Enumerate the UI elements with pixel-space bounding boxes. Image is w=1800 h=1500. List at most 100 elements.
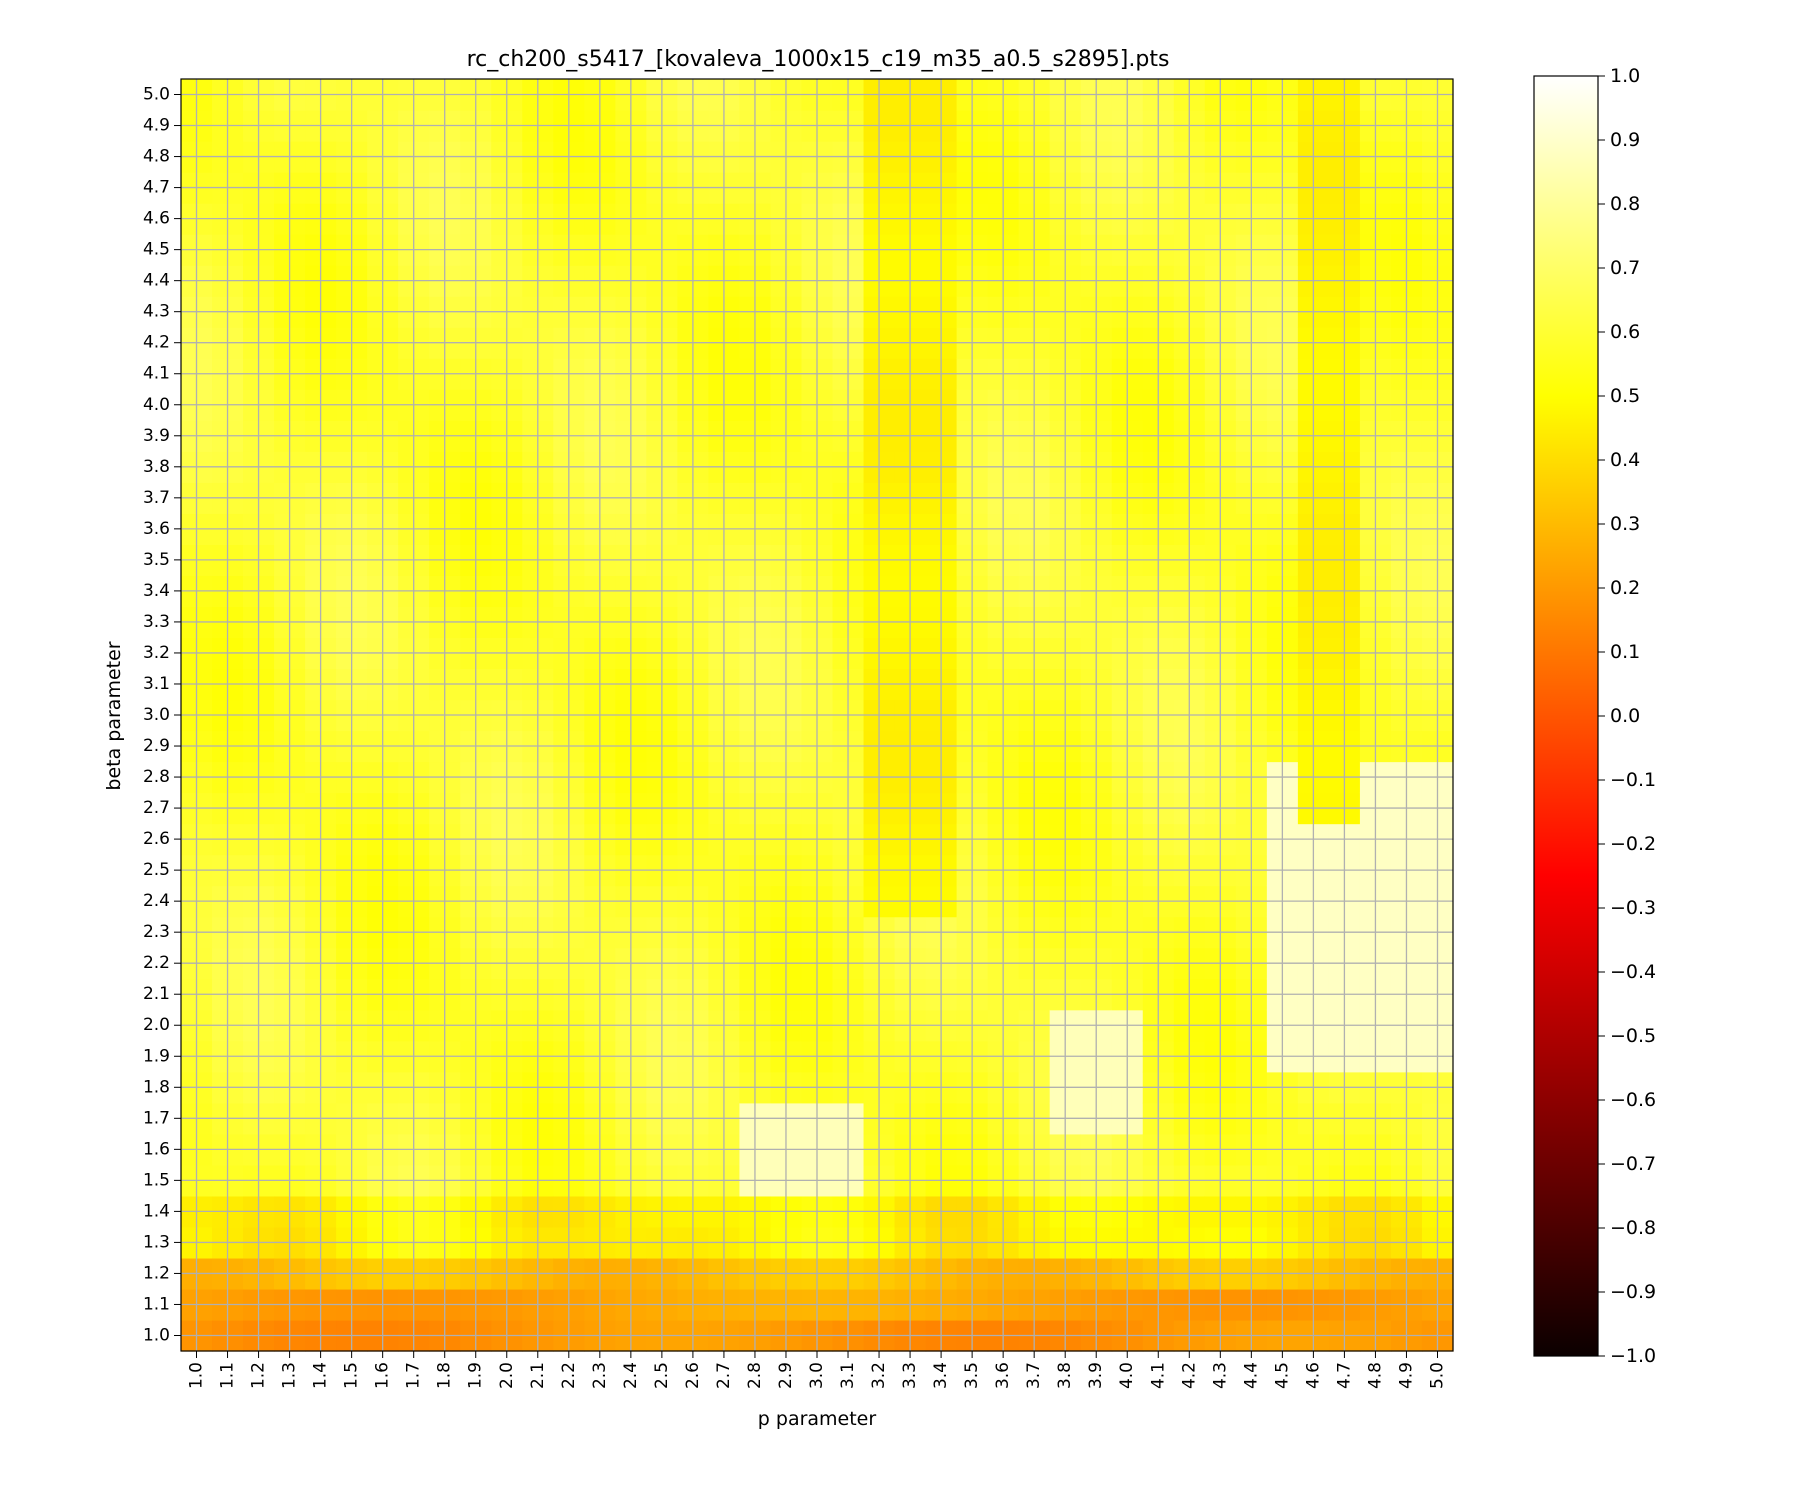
x-tick-label: 1.0 xyxy=(187,1362,207,1389)
y-tick-label: 4.9 xyxy=(143,116,170,136)
x-tick-label: 4.7 xyxy=(1334,1362,1354,1389)
x-tick-label: 4.1 xyxy=(1148,1362,1168,1389)
y-tick-label: 2.2 xyxy=(143,953,170,973)
y-tick-label: 4.2 xyxy=(143,333,170,353)
y-tick-label: 5.0 xyxy=(143,85,170,105)
y-tick-label: 4.0 xyxy=(143,395,170,415)
x-tick-label: 3.5 xyxy=(962,1362,982,1389)
x-tick-label: 2.5 xyxy=(652,1362,672,1389)
x-tick-label: 3.2 xyxy=(869,1362,889,1389)
y-tick-label: 1.9 xyxy=(143,1046,170,1066)
y-tick-label: 2.6 xyxy=(143,829,170,849)
y-tick-label: 3.6 xyxy=(143,519,170,539)
x-tick-label: 5.0 xyxy=(1427,1362,1447,1389)
y-tick-label: 3.2 xyxy=(143,643,170,663)
colorbar-tick-label: 0.1 xyxy=(1610,641,1640,663)
colorbar-tick-label: −0.4 xyxy=(1610,961,1656,983)
colorbar-ticks: 1.0 0.9 0.8 0.7 0.6 0.5 0.4 0.3 0.2 0.1 0.0 −0.1 −0.… xyxy=(1598,65,1656,1367)
y-tick-label: 1.7 xyxy=(143,1108,170,1128)
x-tick-label: 4.5 xyxy=(1272,1362,1292,1389)
x-tick-label: 1.6 xyxy=(373,1362,393,1389)
colorbar-tick-label: 0.2 xyxy=(1610,577,1640,599)
x-tick-label: 2.6 xyxy=(683,1362,703,1389)
y-axis-label: beta parameter xyxy=(103,641,125,790)
x-tick-label: 4.0 xyxy=(1117,1362,1137,1389)
colorbar-tick-label: −0.5 xyxy=(1610,1025,1656,1047)
y-tick-label: 1.6 xyxy=(143,1139,170,1159)
x-tick-label: 4.6 xyxy=(1303,1362,1323,1389)
y-tick-label: 2.0 xyxy=(143,1015,170,1035)
x-tick-label: 3.7 xyxy=(1024,1362,1044,1389)
colorbar-tick-label: −0.1 xyxy=(1610,769,1656,791)
y-tick-label: 3.5 xyxy=(143,550,170,570)
y-tick-label: 4.7 xyxy=(143,178,170,198)
colorbar-tick-label: −0.9 xyxy=(1610,1281,1656,1303)
x-tick-label: 4.9 xyxy=(1396,1362,1416,1389)
y-tick-label: 1.8 xyxy=(143,1077,170,1097)
x-tick-label: 3.9 xyxy=(1086,1362,1106,1389)
y-tick-label: 2.5 xyxy=(143,860,170,880)
y-tick-label: 1.2 xyxy=(143,1263,170,1283)
y-tick-label: 1.5 xyxy=(143,1170,170,1190)
colorbar-tick-label: −1.0 xyxy=(1610,1345,1656,1367)
x-tick-label: 2.2 xyxy=(559,1362,579,1389)
y-tick-label: 3.7 xyxy=(143,488,170,508)
x-tick-label: 1.5 xyxy=(342,1362,362,1389)
y-tick-label: 4.1 xyxy=(143,364,170,384)
x-tick-label: 2.1 xyxy=(528,1362,548,1389)
y-tick-label: 1.1 xyxy=(143,1294,170,1314)
grid-lines xyxy=(181,79,1453,1351)
y-tick-label: 4.5 xyxy=(143,240,170,260)
y-tick-label: 2.1 xyxy=(143,984,170,1004)
colorbar-tick-label: 0.8 xyxy=(1610,193,1640,215)
y-tick-label: 3.4 xyxy=(143,581,170,601)
colorbar-tick-label: −0.8 xyxy=(1610,1217,1656,1239)
x-axis-ticks: 1.0 1.1 1.2 1.3 1.4 1.5 1.6 1.7 1.8 1.9 2.0 2.1 2.2 2… xyxy=(187,1351,1447,1389)
x-tick-label: 2.0 xyxy=(497,1362,517,1389)
x-tick-label: 4.2 xyxy=(1179,1362,1199,1389)
colorbar-tick-label: 1.0 xyxy=(1610,65,1640,87)
x-tick-label: 4.4 xyxy=(1241,1362,1261,1389)
colorbar-tick-label: −0.6 xyxy=(1610,1089,1656,1111)
y-tick-label: 3.3 xyxy=(143,612,170,632)
colorbar-tick-label: 0.0 xyxy=(1610,705,1640,727)
y-tick-label: 2.3 xyxy=(143,922,170,942)
y-tick-label: 4.4 xyxy=(143,271,170,291)
colorbar-tick-label: 0.7 xyxy=(1610,257,1640,279)
x-tick-label: 1.9 xyxy=(466,1362,486,1389)
x-tick-label: 3.8 xyxy=(1055,1362,1075,1389)
x-tick-label: 2.4 xyxy=(621,1362,641,1389)
y-tick-label: 4.3 xyxy=(143,302,170,322)
y-tick-label: 1.4 xyxy=(143,1201,170,1221)
x-tick-label: 3.4 xyxy=(931,1362,951,1389)
colorbar-tick-label: 0.9 xyxy=(1610,129,1640,151)
x-tick-label: 1.2 xyxy=(249,1362,269,1389)
colorbar-tick-label: −0.7 xyxy=(1610,1153,1656,1175)
x-tick-label: 3.1 xyxy=(838,1362,858,1389)
colorbar-tick-label: −0.2 xyxy=(1610,833,1656,855)
y-tick-label: 2.4 xyxy=(143,891,170,911)
x-tick-label: 2.3 xyxy=(590,1362,610,1389)
x-tick-label: 2.7 xyxy=(714,1362,734,1389)
x-tick-label: 2.8 xyxy=(745,1362,765,1389)
x-tick-label: 1.8 xyxy=(435,1362,455,1389)
x-tick-label: 3.3 xyxy=(900,1362,920,1389)
x-axis-label: p parameter xyxy=(758,1408,877,1430)
colorbar-tick-label: 0.5 xyxy=(1610,385,1640,407)
colorbar-tick-label: 0.3 xyxy=(1610,513,1640,535)
y-tick-label: 2.9 xyxy=(143,736,170,756)
y-tick-label: 3.1 xyxy=(143,674,170,694)
colorbar-tick-label: −0.3 xyxy=(1610,897,1656,919)
y-tick-label: 1.3 xyxy=(143,1232,170,1252)
x-tick-label: 3.6 xyxy=(993,1362,1013,1389)
x-tick-label: 4.8 xyxy=(1365,1362,1385,1389)
y-tick-label: 4.8 xyxy=(143,147,170,167)
x-tick-label: 1.1 xyxy=(218,1362,238,1389)
x-tick-label: 1.3 xyxy=(280,1362,300,1389)
x-tick-label: 1.7 xyxy=(404,1362,424,1389)
y-tick-label: 3.9 xyxy=(143,426,170,446)
x-tick-label: 1.4 xyxy=(311,1362,331,1389)
y-tick-label: 2.7 xyxy=(143,798,170,818)
y-tick-label: 2.8 xyxy=(143,767,170,787)
